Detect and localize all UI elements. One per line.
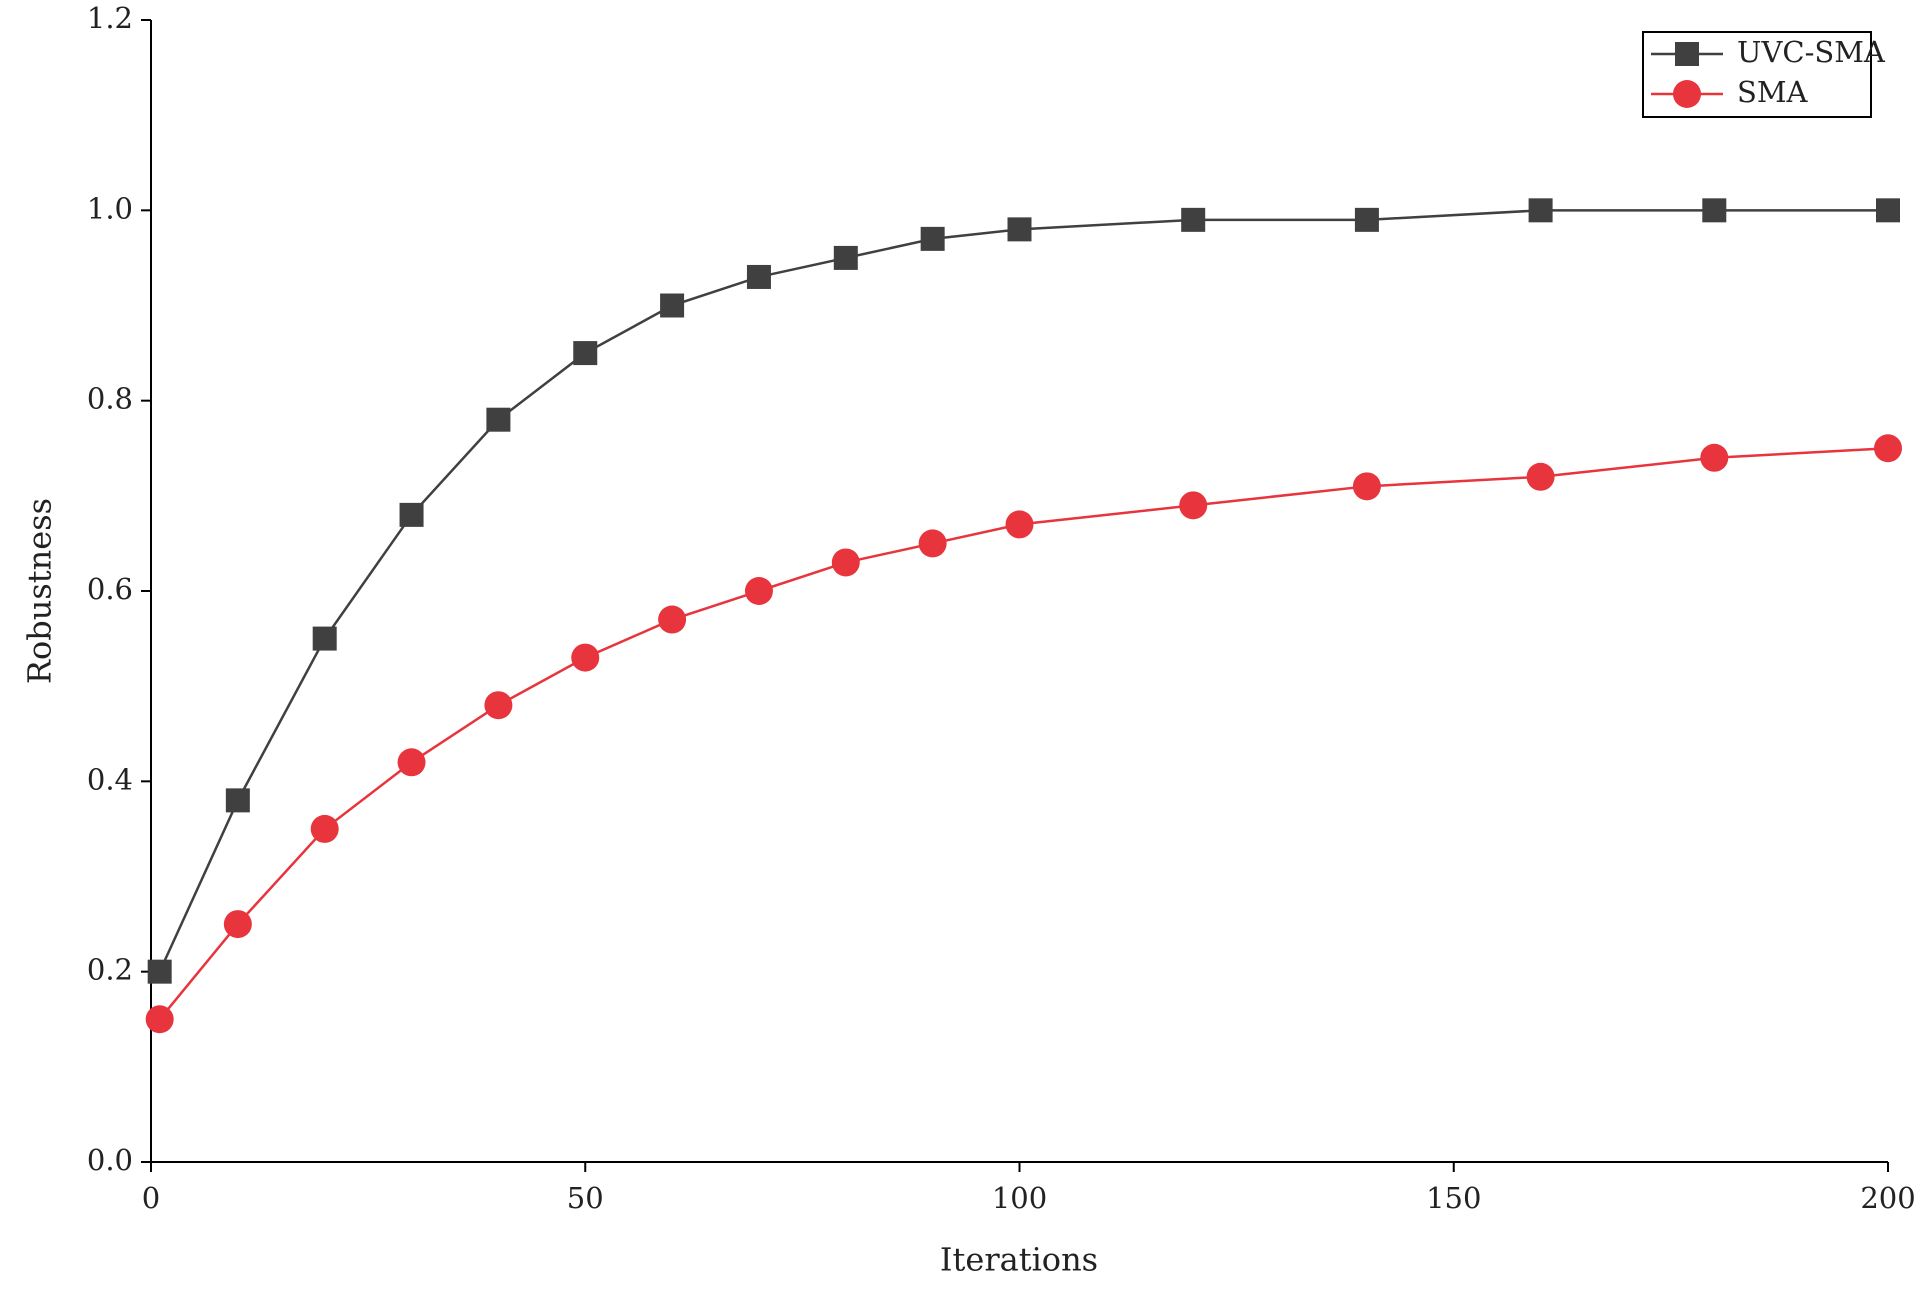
y-tick-label: 0.0	[87, 1143, 133, 1177]
y-tick-label: 1.2	[87, 1, 133, 35]
data-point	[571, 643, 600, 672]
legend-label: SMA	[1737, 75, 1809, 109]
legend-marker	[1675, 42, 1699, 66]
data-point	[310, 814, 339, 843]
data-point	[223, 910, 252, 939]
x-tick-label: 150	[1426, 1181, 1481, 1215]
legend-marker	[1673, 80, 1701, 108]
y-tick-label: 0.4	[87, 762, 133, 796]
data-point	[1526, 462, 1555, 491]
data-point	[573, 341, 598, 366]
data-point	[147, 959, 172, 984]
y-axis-label: Robustness	[21, 498, 59, 684]
data-point	[1007, 217, 1032, 242]
data-point	[1876, 198, 1900, 223]
data-point	[920, 226, 945, 251]
data-point	[918, 529, 947, 558]
x-axis-label: Iterations	[940, 1241, 1098, 1279]
x-tick-label: 0	[142, 1181, 160, 1215]
data-point	[312, 626, 337, 651]
y-tick-label: 1.0	[87, 191, 133, 225]
y-tick-label: 0.2	[87, 953, 133, 987]
y-tick-label: 0.8	[87, 382, 133, 416]
data-point	[831, 548, 860, 577]
data-point	[1005, 510, 1034, 539]
data-point	[746, 264, 771, 289]
series-line	[158, 447, 1889, 1021]
data-point	[1354, 207, 1379, 232]
data-point	[1874, 434, 1902, 463]
data-point	[145, 1005, 174, 1034]
series-line	[158, 209, 1888, 973]
data-point	[397, 748, 426, 777]
data-point	[486, 407, 511, 432]
x-tick-label: 200	[1860, 1181, 1915, 1215]
data-point	[744, 577, 773, 605]
data-point	[1528, 198, 1553, 223]
data-point	[660, 293, 685, 318]
data-point	[1700, 443, 1729, 472]
data-point	[1181, 207, 1206, 232]
data-point	[658, 605, 687, 634]
data-point	[225, 788, 250, 813]
x-tick-label: 50	[567, 1181, 604, 1215]
data-point	[1702, 198, 1727, 223]
data-point	[399, 502, 424, 527]
data-point	[484, 691, 513, 720]
data-point	[1352, 472, 1381, 501]
y-tick-label: 0.6	[87, 572, 133, 606]
legend-label: UVC-SMA	[1737, 35, 1886, 69]
data-point	[833, 245, 858, 270]
data-point	[1179, 491, 1208, 520]
x-tick-label: 100	[992, 1181, 1047, 1215]
